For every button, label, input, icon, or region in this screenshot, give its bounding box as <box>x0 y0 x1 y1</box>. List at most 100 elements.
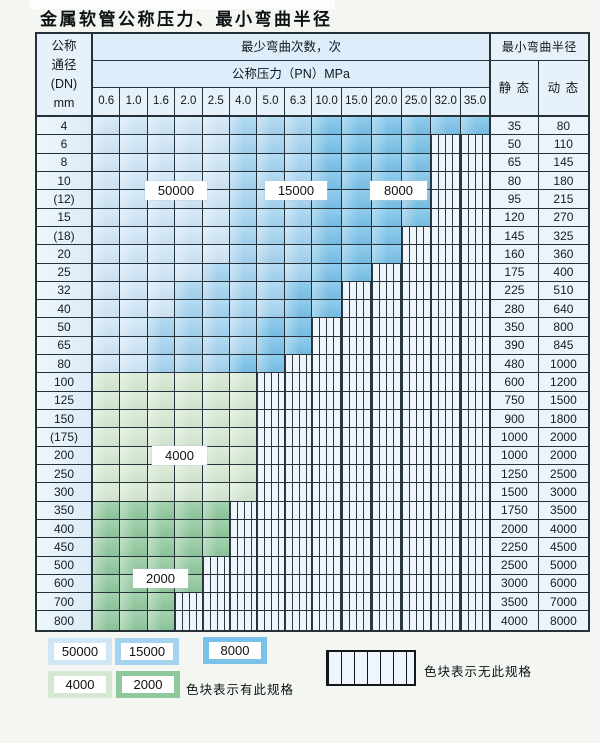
spec-cell <box>431 318 462 337</box>
spec-cell <box>257 391 285 410</box>
spec-cell <box>202 483 230 502</box>
spec-cell <box>120 593 148 612</box>
spec-cell <box>312 135 342 154</box>
spec-cell <box>371 318 402 337</box>
legend-swatch-label: 15000 <box>121 643 173 660</box>
spec-cell <box>120 281 148 301</box>
spec-cell <box>401 556 432 575</box>
spec-cell <box>461 336 491 356</box>
spec-cell <box>93 464 121 484</box>
dn-cell: 4 <box>37 117 93 136</box>
dn-cell: 40 <box>37 300 93 319</box>
spec-cell <box>229 190 258 209</box>
static-value-cell: 225 <box>490 281 539 301</box>
dynamic-value-cell: 215 <box>538 190 588 209</box>
static-header: 静 态 <box>490 61 539 117</box>
spec-cell <box>202 318 230 337</box>
dynamic-value-cell: 325 <box>538 226 588 246</box>
dn-header-line: mm <box>53 95 75 110</box>
dynamic-value-cell: 3000 <box>538 483 588 502</box>
dn-cell: 500 <box>37 556 93 575</box>
spec-cell <box>229 391 258 410</box>
spec-cell <box>93 208 121 227</box>
spec-cell <box>431 410 462 429</box>
spec-cell <box>284 556 313 575</box>
dn-cell: 700 <box>37 593 93 612</box>
spec-cell <box>461 483 491 502</box>
dn-header-line: 通径 <box>51 58 77 73</box>
pressure-value-header: 10.0 <box>312 88 342 117</box>
spec-cell <box>93 226 121 246</box>
page-title: 金属软管公称压力、最小弯曲半径 <box>40 10 333 30</box>
bend-count-label: 2000 <box>133 569 188 588</box>
spec-cell <box>371 428 402 447</box>
dynamic-value-cell: 1000 <box>538 355 588 374</box>
spec-cell <box>284 483 313 502</box>
static-value-cell: 600 <box>490 373 539 392</box>
pressure-value-header: 0.6 <box>93 88 121 117</box>
dn-cell: (18) <box>37 226 93 246</box>
spec-cell <box>371 373 402 392</box>
spec-cell <box>341 208 372 227</box>
spec-cell <box>284 226 313 246</box>
spec-cell <box>175 281 203 301</box>
spec-cell <box>461 538 491 557</box>
spec-cell <box>312 355 342 374</box>
spec-cell <box>401 593 432 612</box>
dynamic-value-cell: 145 <box>538 153 588 172</box>
spec-cell <box>431 391 462 410</box>
spec-cell <box>284 501 313 520</box>
spec-cell <box>312 410 342 429</box>
spec-cell <box>312 464 342 484</box>
spec-cell <box>175 135 203 154</box>
spec-cell <box>147 318 176 337</box>
spec-cell <box>175 410 203 429</box>
spec-cell <box>341 336 372 356</box>
dn-cell: 8 <box>37 153 93 172</box>
dynamic-value-cell: 270 <box>538 208 588 227</box>
spec-cell <box>461 171 491 191</box>
spec-cell <box>341 117 372 136</box>
spec-cell <box>284 281 313 301</box>
spec-cell <box>175 593 203 612</box>
static-value-cell: 390 <box>490 336 539 356</box>
spec-cell <box>120 318 148 337</box>
spec-cell <box>120 410 148 429</box>
spec-cell <box>93 135 121 154</box>
spec-cell <box>202 556 230 575</box>
spec-cell <box>257 483 285 502</box>
spec-cell <box>284 117 313 136</box>
spec-cell <box>202 574 230 594</box>
spec-cell <box>120 135 148 154</box>
dn-cell: 150 <box>37 410 93 429</box>
dn-cell: 250 <box>37 464 93 484</box>
spec-cell <box>202 538 230 557</box>
spec-cell <box>229 483 258 502</box>
spec-cell <box>147 263 176 282</box>
static-value-cell: 3000 <box>490 574 539 594</box>
spec-cell <box>257 300 285 319</box>
spec-cell <box>147 226 176 246</box>
dn-cell: 125 <box>37 391 93 410</box>
spec-cell <box>93 483 121 502</box>
static-value-cell: 145 <box>490 226 539 246</box>
static-value-cell: 65 <box>490 153 539 172</box>
spec-cell <box>461 318 491 337</box>
spec-cell <box>93 446 121 465</box>
legend-swatch-50000: 50000 <box>48 638 112 665</box>
spec-table: 公称 通径 (DN) mm 最少弯曲次数，次 最小弯曲半径 公称压力（PN）MPa 静 态动 … <box>35 32 590 632</box>
pressure-value-header: 15.0 <box>341 88 372 117</box>
legend-text-no-spec: 色块表示无此规格 <box>424 665 533 679</box>
spec-cell <box>202 300 230 319</box>
spec-cell <box>120 538 148 557</box>
spec-cell <box>431 373 462 392</box>
spec-cell <box>175 117 203 136</box>
spec-cell <box>147 208 176 227</box>
spec-cell <box>147 117 176 136</box>
spec-cell <box>431 519 462 539</box>
spec-cell <box>175 153 203 172</box>
static-value-cell: 480 <box>490 355 539 374</box>
spec-cell <box>175 501 203 520</box>
spec-cell <box>147 300 176 319</box>
